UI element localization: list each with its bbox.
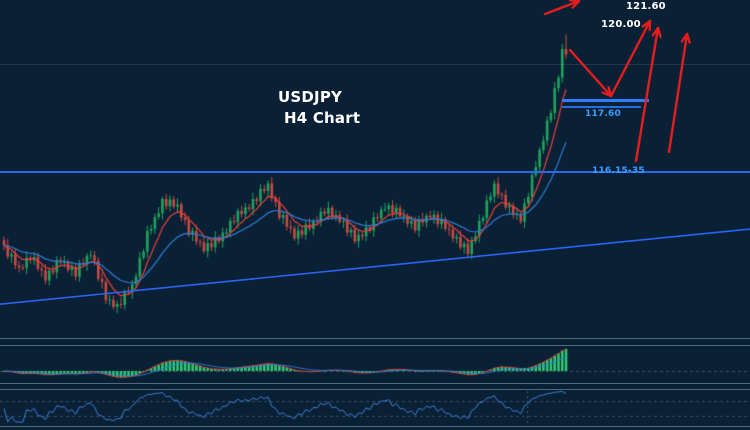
projection-dip-arrow xyxy=(568,48,613,98)
timeframe-label: H4 Chart xyxy=(284,109,361,127)
projection-rally-arrow-2-head xyxy=(651,26,660,37)
pane-separator-2 xyxy=(0,383,750,390)
broken-level-segment-1 xyxy=(562,99,649,102)
projection-rally-arrow-3 xyxy=(667,32,689,154)
ascending-trendline xyxy=(0,228,750,306)
session-gridline xyxy=(0,64,750,65)
symbol-label: USDJPY xyxy=(278,88,343,106)
projection-rally-arrow-3-head xyxy=(680,32,689,43)
support-zone-line xyxy=(0,171,750,173)
broken-level-segment-2 xyxy=(562,106,641,108)
pane-separator-3 xyxy=(0,426,750,430)
level-label-broken: 117.60 xyxy=(585,109,621,119)
pane-separator-1 xyxy=(0,338,750,346)
level-label-zone: 116.15-35 xyxy=(592,166,645,176)
projection-arrow-offscreen xyxy=(543,0,581,16)
target-label-upper: 121.60 xyxy=(626,1,666,12)
target-label-round: 120.00 xyxy=(601,19,641,30)
projection-rally-arrow-1 xyxy=(609,19,652,98)
projection-rally-arrow-2 xyxy=(634,26,660,163)
projection-arrow-offscreen-head xyxy=(568,0,581,3)
projection-rally-arrow-1-head xyxy=(641,19,652,28)
